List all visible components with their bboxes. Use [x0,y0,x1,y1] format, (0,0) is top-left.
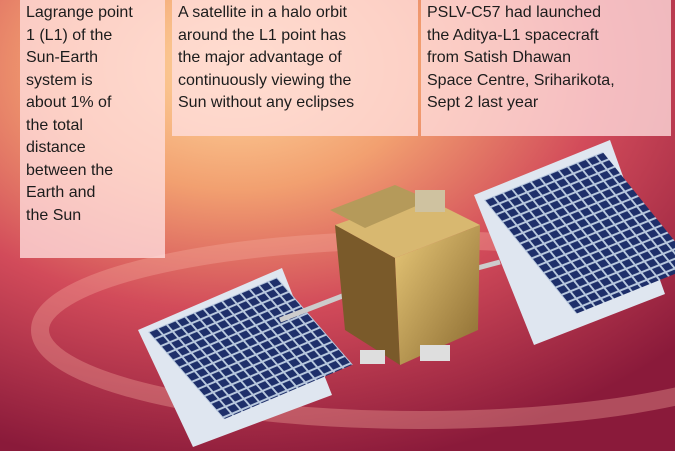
caption-line: between the [26,160,159,183]
caption-line: Sun without any eclipses [178,92,412,115]
caption-line: A satellite in a halo orbit [178,2,412,25]
caption-line: Lagrange point [26,2,159,25]
caption-line: the major advantage of [178,47,412,70]
caption-line: the Aditya-L1 spacecraft [427,25,665,48]
caption-line: Earth and [26,182,159,205]
caption-line: Sun-Earth [26,47,159,70]
caption-line: Space Centre, Sriharikota, [427,70,665,93]
caption-line: PSLV-C57 had launched [427,2,665,25]
caption-line: 1 (L1) of the [26,25,159,48]
caption-line: Sept 2 last year [427,92,665,115]
caption-line: the Sun [26,205,159,228]
caption-line: from Satish Dhawan [427,47,665,70]
caption-line: around the L1 point has [178,25,412,48]
page: Lagrange point1 (L1) of theSun-Earthsyst… [0,0,675,451]
caption-line: system is [26,70,159,93]
caption-line: continuously viewing the [178,70,412,93]
caption-line: distance [26,137,159,160]
caption-line: the total [26,115,159,138]
caption-line: about 1% of [26,92,159,115]
